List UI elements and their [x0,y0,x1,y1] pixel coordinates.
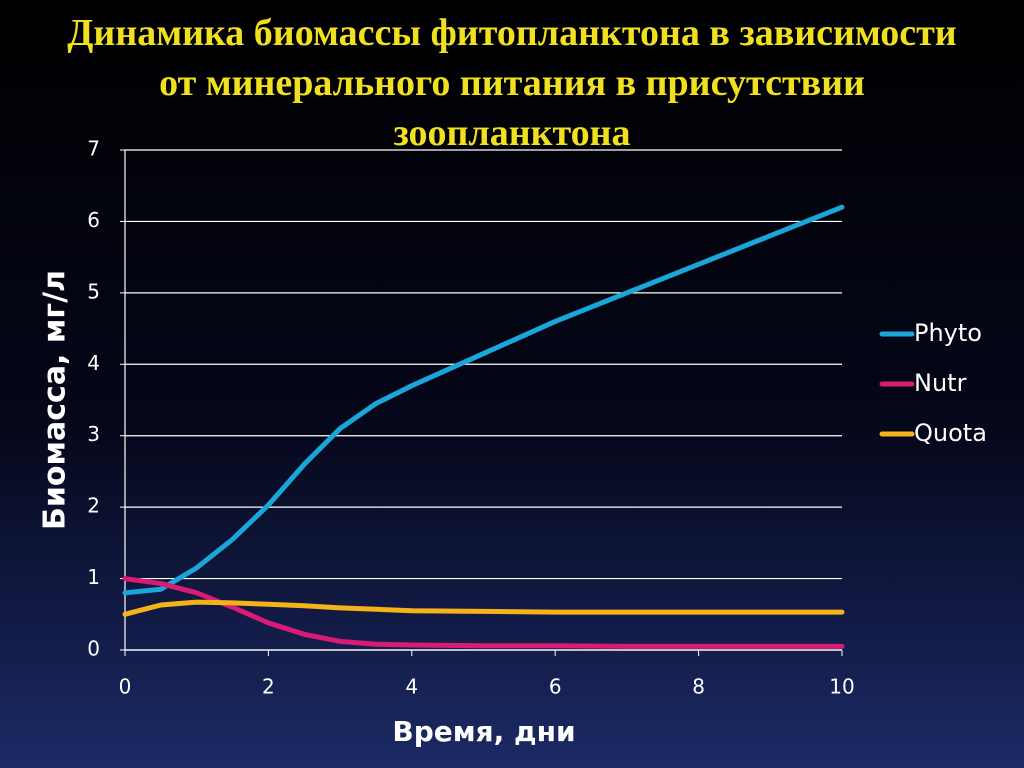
x-tick-label: 0 [119,675,132,699]
y-tick-label: 0 [87,637,100,661]
y-tick-label: 4 [87,351,100,375]
x-tick-label: 10 [829,675,854,699]
y-tick-label: 7 [87,137,100,161]
y-tick-label: 6 [87,208,100,232]
line-series [122,599,845,617]
y-tick-label: 2 [87,494,100,518]
x-tick-label: 4 [405,675,418,699]
chart-title: Динамика биомассы фитопланктона в зависи… [67,12,957,154]
x-tick-label: 6 [549,675,562,699]
line-series [122,576,845,649]
y-tick-label: 5 [87,279,100,303]
y-tick-label: 3 [87,422,100,446]
x-axis-label: Время, дни [392,715,575,748]
y-tick-label: 1 [87,565,100,589]
line-series [122,204,845,596]
x-tick-label: 2 [262,675,275,699]
x-tick-label: 8 [692,675,705,699]
y-axis-label: Биомасса, мг/л [38,270,73,530]
legend-label: Nutr [914,369,967,397]
legend-label: Phyto [914,319,982,347]
legend-label: Quota [914,419,987,447]
